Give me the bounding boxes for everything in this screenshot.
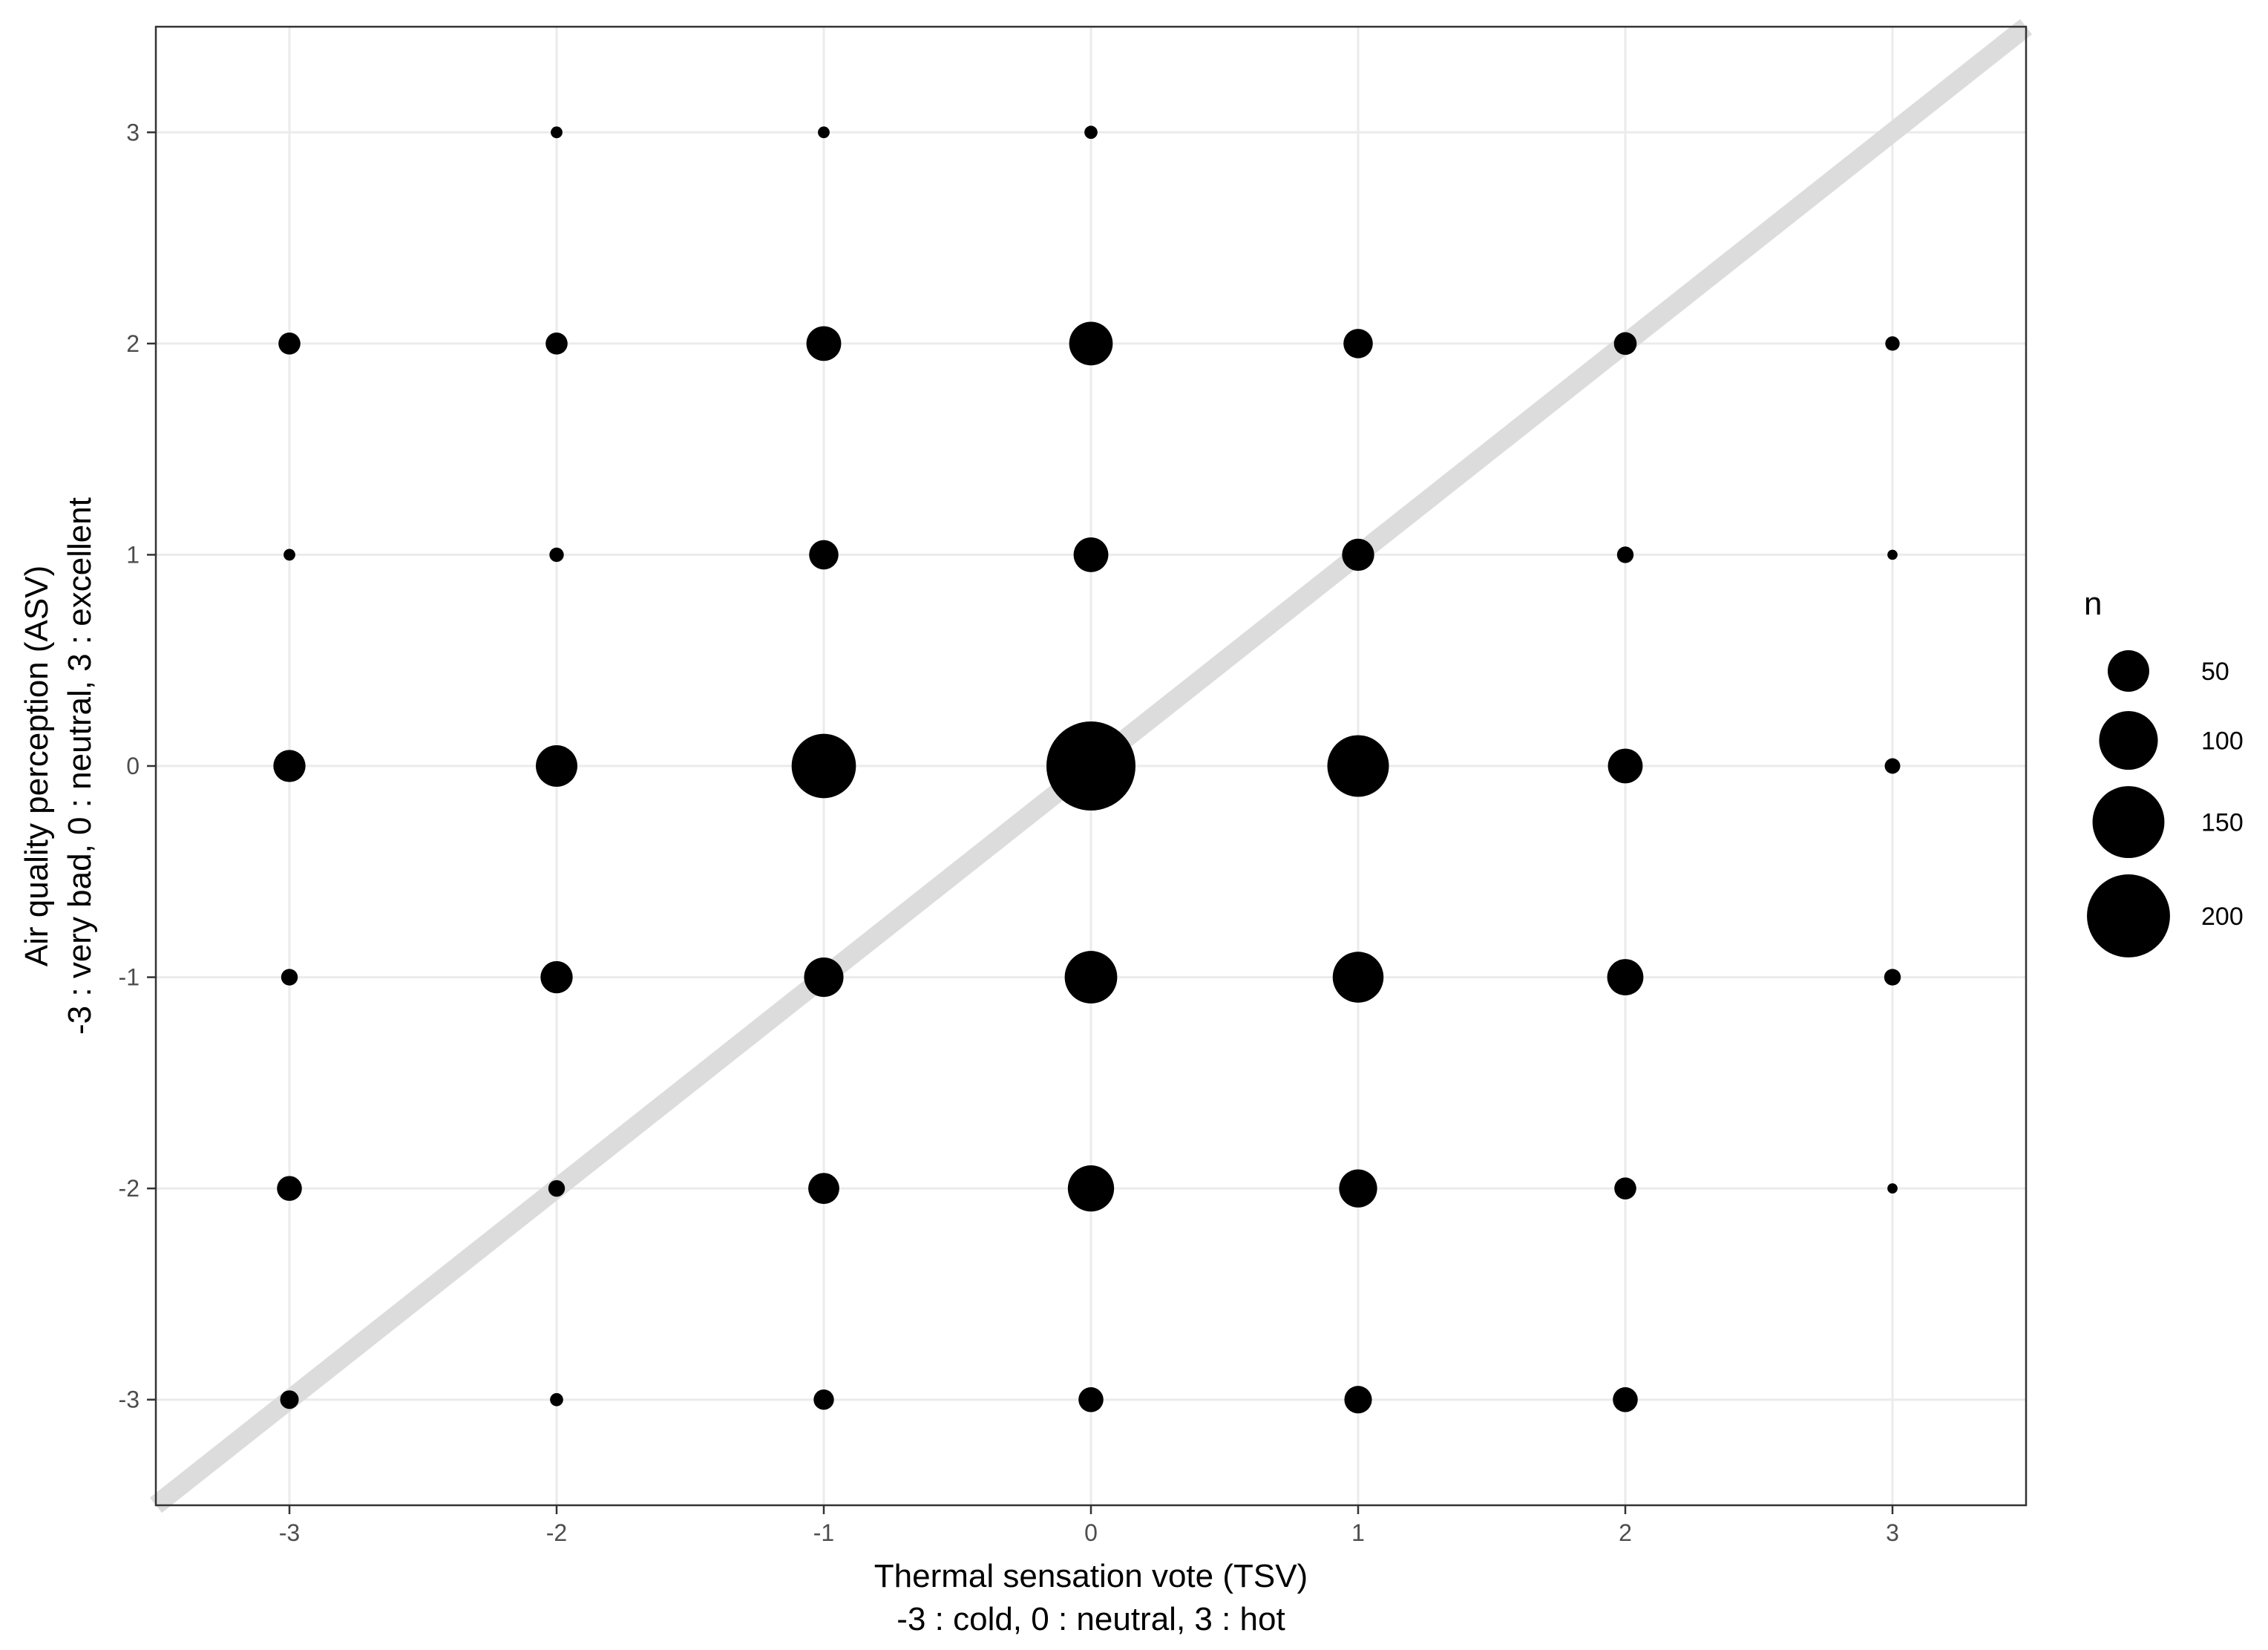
data-point: [804, 957, 844, 998]
y-tick-label: 3: [126, 119, 140, 145]
data-point: [549, 547, 564, 563]
x-tick-label: -3: [279, 1519, 300, 1546]
data-point: [1344, 1386, 1372, 1414]
data-point: [1332, 952, 1384, 1003]
x-tick-label: 1: [1351, 1519, 1365, 1546]
x-axis-ticks: -3 -2 -1 0 1 2 3: [279, 1505, 1899, 1546]
data-point: [545, 333, 568, 355]
data-point: [1613, 1387, 1638, 1412]
data-point: [809, 540, 839, 570]
data-point: [791, 733, 856, 799]
data-point: [1616, 546, 1634, 563]
legend-key-circle: [2092, 786, 2165, 859]
data-point: [1343, 329, 1373, 359]
data-point: [1327, 735, 1389, 797]
legend-key-label: 200: [2201, 903, 2244, 931]
data-point: [278, 333, 301, 355]
data-point: [1607, 748, 1643, 784]
data-point: [1084, 125, 1098, 140]
x-tick-label: -2: [546, 1519, 567, 1546]
legend-key-circle: [2108, 650, 2149, 692]
data-point: [1078, 1387, 1104, 1412]
legend-key-circle: [2087, 874, 2170, 957]
y-tick-label: 1: [126, 541, 140, 568]
y-tick-label: -3: [119, 1387, 140, 1413]
data-point: [1887, 549, 1898, 560]
legend-title: n: [2084, 586, 2102, 622]
y-axis-ticks: -3 -2 -1 0 1 2 3: [119, 119, 156, 1413]
data-point: [1614, 1177, 1636, 1199]
data-points: [273, 125, 1901, 1414]
legend-key-circle: [2099, 711, 2158, 770]
x-tick-label: 2: [1619, 1519, 1632, 1546]
data-point: [1339, 1169, 1377, 1208]
data-point: [1064, 951, 1118, 1004]
data-point: [1607, 959, 1644, 995]
legend-key-label: 150: [2201, 809, 2244, 837]
x-axis-title: Thermal sensation vote (TSV): [874, 1558, 1308, 1594]
legend-key-label: 100: [2201, 727, 2244, 756]
data-point: [1884, 969, 1901, 986]
data-point: [551, 126, 563, 139]
data-point: [1342, 538, 1374, 572]
y-tick-label: 2: [126, 330, 140, 357]
data-point: [1613, 332, 1637, 356]
data-point: [1887, 1183, 1898, 1194]
data-point: [818, 126, 830, 139]
data-point: [550, 1392, 563, 1407]
data-point: [1046, 721, 1135, 811]
x-tick-label: 0: [1084, 1519, 1098, 1546]
data-point: [284, 549, 295, 561]
data-point: [1067, 1165, 1115, 1212]
data-point: [1073, 537, 1109, 572]
x-tick-label: 3: [1886, 1519, 1899, 1546]
data-point: [1885, 336, 1900, 351]
x-tick-label: -1: [813, 1519, 834, 1546]
data-point: [1884, 758, 1901, 774]
data-point: [808, 1173, 839, 1205]
data-point: [281, 969, 298, 986]
legend-key-label: 50: [2201, 658, 2229, 686]
y-tick-label: 0: [126, 753, 140, 779]
data-point: [540, 960, 573, 994]
data-point: [277, 1176, 302, 1201]
y-axis-title: Air quality perception (ASV): [19, 566, 55, 966]
x-axis-subtitle: -3 : cold, 0 : neutral, 3 : hot: [897, 1601, 1285, 1637]
y-axis-subtitle: -3 : very bad, 0 : neutral, 3 : excellen…: [62, 497, 98, 1035]
data-point: [1069, 321, 1113, 366]
data-point: [548, 1179, 566, 1197]
data-point: [806, 326, 842, 361]
y-tick-label: -1: [119, 964, 140, 991]
data-point: [273, 750, 306, 782]
data-point: [813, 1389, 834, 1410]
size-legend: n 50 100 150 200: [2084, 586, 2244, 957]
data-point: [280, 1390, 299, 1410]
data-point: [536, 745, 577, 787]
y-tick-label: -2: [119, 1175, 140, 1202]
